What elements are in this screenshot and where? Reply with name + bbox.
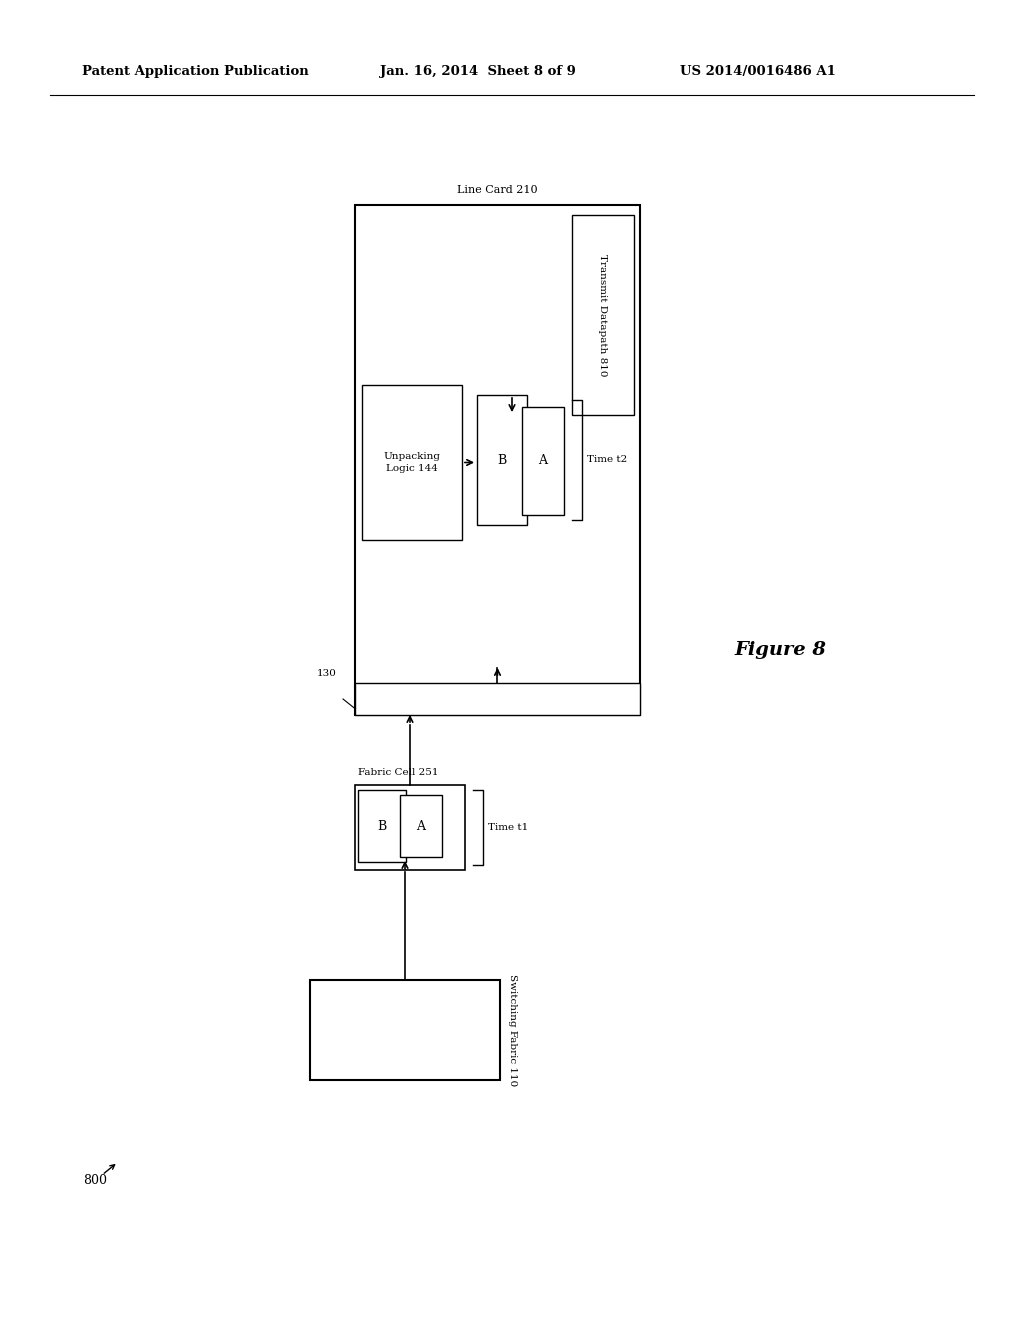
Bar — [355, 682, 640, 715]
Bar — [400, 795, 442, 857]
Text: Time t2: Time t2 — [587, 455, 628, 465]
Text: US 2014/0016486 A1: US 2014/0016486 A1 — [680, 66, 836, 78]
Text: Line Card 210: Line Card 210 — [457, 185, 538, 195]
Text: B: B — [378, 820, 387, 833]
Text: 800: 800 — [83, 1173, 106, 1187]
Bar — [358, 789, 406, 862]
Text: B: B — [498, 454, 507, 466]
Text: Time t1: Time t1 — [488, 822, 528, 832]
Text: Unpacking
Logic 144: Unpacking Logic 144 — [384, 451, 440, 473]
Text: A: A — [539, 454, 548, 467]
Text: Fabric Cell 251: Fabric Cell 251 — [358, 768, 438, 777]
Bar — [310, 979, 500, 1080]
Text: Transmit Datapath 810: Transmit Datapath 810 — [598, 253, 607, 376]
Bar — [477, 395, 527, 525]
Bar — [572, 215, 634, 414]
Text: Switching Fabric 110: Switching Fabric 110 — [508, 974, 517, 1086]
Bar — [355, 205, 640, 715]
Bar — [362, 385, 462, 540]
Text: A: A — [417, 820, 426, 833]
Text: Jan. 16, 2014  Sheet 8 of 9: Jan. 16, 2014 Sheet 8 of 9 — [380, 66, 575, 78]
Text: 130: 130 — [317, 669, 337, 678]
Bar — [522, 407, 564, 515]
Text: Figure 8: Figure 8 — [734, 642, 826, 659]
Text: Patent Application Publication: Patent Application Publication — [82, 66, 309, 78]
Bar — [355, 785, 465, 870]
